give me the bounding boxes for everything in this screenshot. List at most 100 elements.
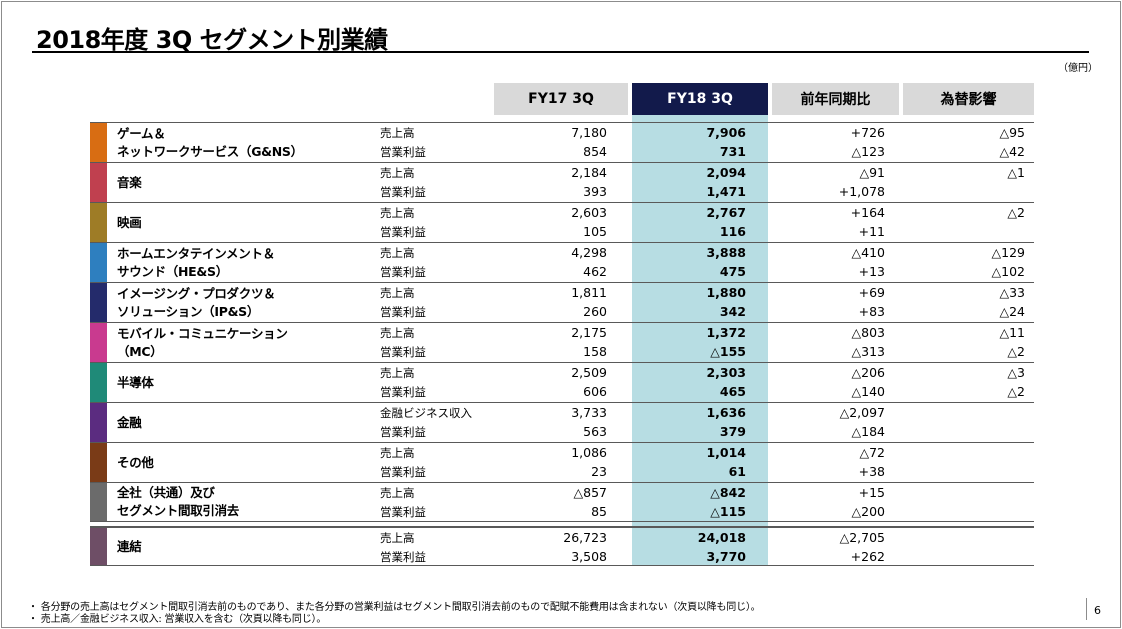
segment-name-line: ソリューション（IP&S） (117, 303, 260, 319)
segment-name-line: （MC） (117, 343, 163, 359)
fx-value: △102 (991, 264, 1025, 279)
footnote-2: ・ 売上高／金融ビジネス収入: 営業収入を含む（次頁以降も同じ）。 (28, 614, 327, 625)
segment-group: 音楽 売上高 2,184 2,094 △91 △1 営業利益 393 1,471 +1,078 (90, 162, 1034, 202)
fy18-value: 116 (719, 224, 746, 239)
metric-label: 売上高 (380, 126, 415, 140)
consolidated-group: 連結 売上高 26,723 24,018 △2,705 営業利益 3,508 3,770 +26… (90, 526, 1034, 566)
fy17-value: 1,086 (571, 445, 607, 460)
segment-name: 金融 (117, 403, 142, 442)
segment-color-bar (90, 123, 107, 162)
yoy-value: +15 (858, 485, 885, 500)
segment-group: ゲーム＆ ネットワークサービス（G&NS） 売上高 7,180 7,906 +726 △95… (90, 122, 1034, 162)
table-row: 売上高 1,811 1,880 +69 △33 (90, 283, 1034, 303)
fy18-value: △115 (710, 504, 746, 519)
metric-label: 営業利益 (380, 225, 426, 239)
yoy-value: △206 (851, 365, 885, 380)
fx-value: △2 (1007, 344, 1025, 359)
segment-name-line: ゲーム＆ (117, 125, 166, 141)
segment-name-line: 音楽 (117, 174, 142, 190)
table-row: 営業利益 854 731 △123 △42 (90, 142, 1034, 162)
segment-name: 連結 (117, 528, 142, 565)
segment-name: 映画 (117, 203, 142, 242)
table-row: 売上高 7,180 7,906 +726 △95 (90, 123, 1034, 143)
table-row: 売上高 2,175 1,372 △803 △11 (90, 323, 1034, 343)
yoy-value: +164 (850, 205, 885, 220)
fy18-value: 2,767 (706, 205, 746, 220)
yoy-value: +262 (850, 549, 885, 564)
yoy-value: +11 (858, 224, 885, 239)
fx-value: △2 (1007, 384, 1025, 399)
table-row: 営業利益 606 465 △140 △2 (90, 382, 1034, 402)
metric-label: 営業利益 (380, 345, 426, 359)
fy18-value: 475 (719, 264, 746, 279)
yoy-value: △140 (851, 384, 885, 399)
segment-name: ホームエンタテインメント＆ サウンド（HE&S） (117, 243, 275, 282)
fx-value: △1 (1007, 165, 1025, 180)
segment-name: イメージング・プロダクツ＆ ソリューション（IP&S） (117, 283, 276, 322)
yoy-value: △410 (851, 245, 885, 260)
fy17-value: 2,184 (571, 165, 607, 180)
unit-label: （億円） (1058, 63, 1098, 74)
segment-name-line: イメージング・プロダクツ＆ (117, 285, 276, 301)
yoy-value: △200 (851, 504, 885, 519)
segment-group: その他 売上高 1,086 1,014 △72 営業利益 23 61 +38 (90, 442, 1034, 482)
table-row: 営業利益 462 475 +13 △102 (90, 262, 1034, 282)
fy17-value: 3,508 (571, 549, 607, 564)
fy17-value: 1,811 (571, 285, 607, 300)
fx-value: △24 (999, 304, 1025, 319)
metric-label: 売上高 (380, 366, 415, 380)
segment-name-line: 金融 (117, 414, 142, 430)
yoy-value: △313 (851, 344, 885, 359)
yoy-value: △123 (851, 144, 885, 159)
segment-name: モバイル・コミュニケーション （MC） (117, 323, 288, 362)
segment-color-bar (90, 528, 107, 565)
yoy-value: △72 (859, 445, 885, 460)
fy17-value: 26,723 (563, 530, 607, 545)
fy18-value: △842 (710, 485, 746, 500)
fy17-value: 563 (583, 424, 607, 439)
page-number-divider (1086, 598, 1087, 620)
metric-label: 売上高 (380, 206, 415, 220)
fy17-value: 7,180 (571, 125, 607, 140)
fy18-value: 7,906 (706, 125, 746, 140)
fy17-value: △857 (573, 485, 607, 500)
metric-label: 営業利益 (380, 550, 426, 564)
metric-label: 売上高 (380, 486, 415, 500)
fy18-value: 3,888 (706, 245, 746, 260)
fy17-value: 606 (583, 384, 607, 399)
segment-group: ホームエンタテインメント＆ サウンド（HE&S） 売上高 4,298 3,888 △410… (90, 242, 1034, 282)
metric-label: 売上高 (380, 446, 415, 460)
header-fy18: FY18 3Q (632, 83, 768, 115)
segment-name-line: 半導体 (117, 374, 154, 390)
yoy-value: +83 (858, 304, 885, 319)
fy17-value: 158 (583, 344, 607, 359)
metric-label: 金融ビジネス収入 (380, 406, 472, 420)
table-row: 売上高 1,086 1,014 △72 (90, 443, 1034, 463)
fy17-value: 462 (583, 264, 607, 279)
table-row: 営業利益 260 342 +83 △24 (90, 302, 1034, 322)
fx-value: △11 (999, 325, 1025, 340)
segment-color-bar (90, 243, 107, 282)
segment-name: その他 (117, 443, 154, 482)
segment-color-bar (90, 203, 107, 242)
segment-group: モバイル・コミュニケーション （MC） 売上高 2,175 1,372 △803 △11 営業… (90, 322, 1034, 362)
fy18-value: 1,471 (706, 184, 746, 199)
segment-color-bar (90, 363, 107, 402)
header-fy17: FY17 3Q (494, 83, 628, 115)
metric-label: 売上高 (380, 531, 415, 545)
metric-label: 営業利益 (380, 425, 426, 439)
fx-value: △129 (991, 245, 1025, 260)
metric-label: 営業利益 (380, 305, 426, 319)
fy18-value: 1,014 (706, 445, 746, 460)
metric-label: 売上高 (380, 166, 415, 180)
metric-label: 売上高 (380, 326, 415, 340)
fy18-value: 465 (719, 384, 746, 399)
table-row: 売上高 26,723 24,018 △2,705 (90, 528, 1034, 548)
segment-color-bar (90, 163, 107, 202)
yoy-value: +69 (858, 285, 885, 300)
segment-name: 全社（共通）及び セグメント間取引消去 (117, 483, 239, 521)
fy18-value: 3,770 (706, 549, 746, 564)
segment-group: 金融 金融ビジネス収入 3,733 1,636 △2,097 営業利益 563 379 △184 (90, 402, 1034, 442)
table-row: 営業利益 85 △115 △200 (90, 502, 1034, 522)
table-row: 売上高 4,298 3,888 △410 △129 (90, 243, 1034, 263)
